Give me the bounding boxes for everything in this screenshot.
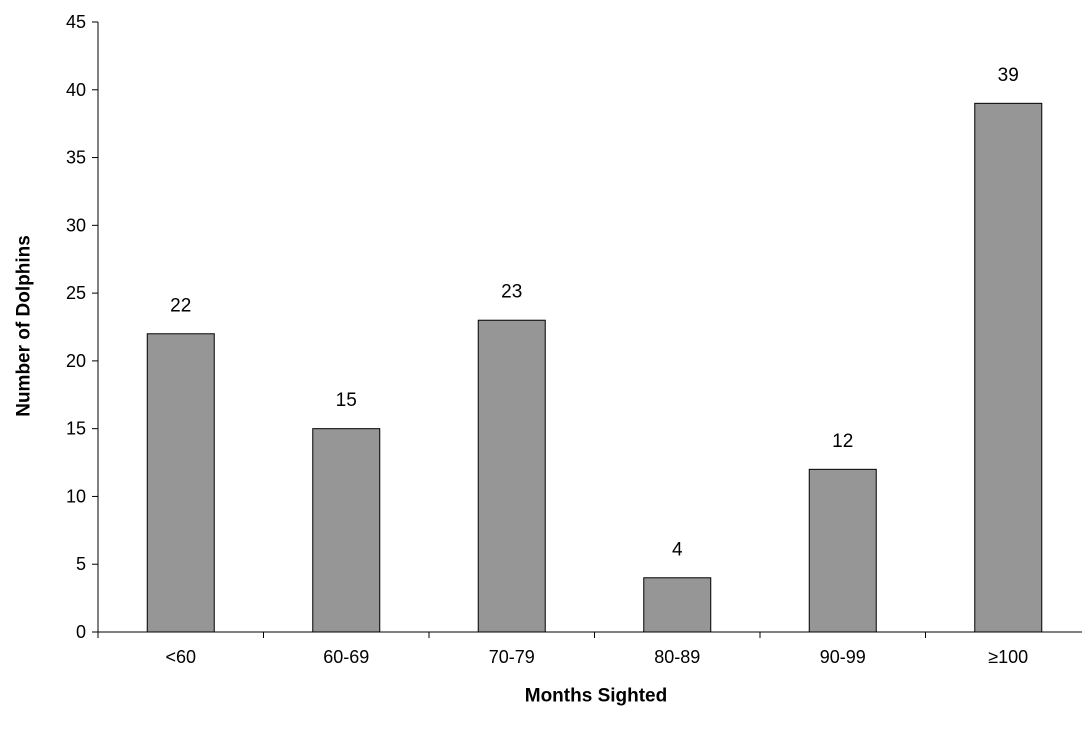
- bars-group: [146, 102, 1043, 633]
- y-tick-label: 40: [66, 80, 86, 100]
- bar: [643, 577, 712, 633]
- bar: [974, 102, 1043, 633]
- x-ticks-group: <60 60-69 70-79 80-89 90-99 ≥100: [97, 632, 1028, 667]
- axes-group: [97, 22, 1082, 633]
- bar-value-label: 23: [501, 282, 522, 303]
- y-tick-label: 45: [66, 12, 86, 32]
- y-tick-label: 5: [76, 554, 86, 574]
- bar-value-label: 22: [170, 295, 191, 316]
- x-tick-label: <60: [165, 647, 196, 667]
- x-tick-label: 70-79: [489, 647, 535, 667]
- bar-value-label: 39: [998, 65, 1019, 86]
- data-labels-group: 22 15 23 4 12 39: [170, 65, 1019, 560]
- x-tick-label: 60-69: [323, 647, 369, 667]
- bar: [312, 428, 381, 633]
- x-tick-label: ≥100: [988, 647, 1028, 667]
- x-tick-label: 90-99: [820, 647, 866, 667]
- bar-value-label: 15: [336, 390, 357, 411]
- y-tick-label: 35: [66, 148, 86, 168]
- y-axis-title: Number of Dolphins: [14, 235, 35, 417]
- y-tick-label: 25: [66, 283, 86, 303]
- bar: [477, 319, 546, 633]
- bar: [808, 468, 877, 633]
- bar-value-label: 4: [672, 539, 683, 560]
- y-tick-label: 0: [76, 622, 86, 642]
- bar: [146, 333, 215, 633]
- y-tick-label: 20: [66, 351, 86, 371]
- y-tick-label: 15: [66, 419, 86, 439]
- y-tick-label: 30: [66, 215, 86, 235]
- bar-value-label: 12: [832, 431, 853, 452]
- y-ticks-group: 0 5 10 15 20 25 30 35 40 45: [66, 12, 98, 642]
- x-axis-title: Months Sighted: [525, 686, 667, 707]
- y-tick-label: 10: [66, 486, 86, 506]
- x-tick-label: 80-89: [654, 647, 700, 667]
